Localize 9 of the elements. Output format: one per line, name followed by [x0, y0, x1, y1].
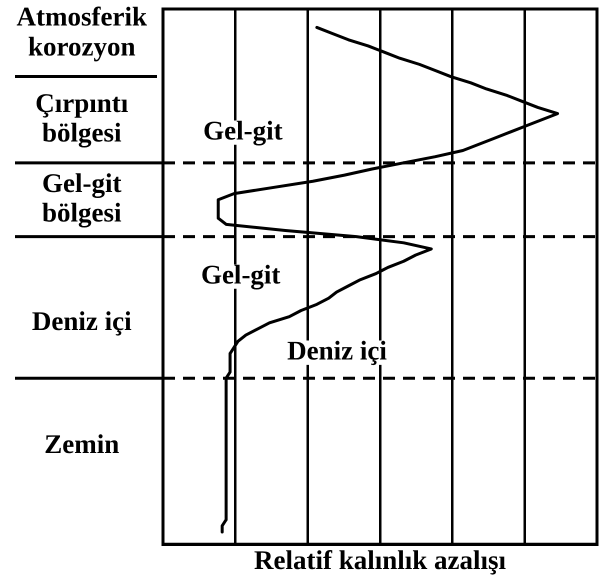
annotation: Gel-git [203, 116, 283, 146]
y-tick-label: Zemin [44, 428, 120, 459]
annotation: Gel-git [200, 260, 280, 290]
y-tick-label: Çırpıntı bölgesi [35, 88, 129, 148]
y-tick-label: Deniz içi [32, 306, 132, 336]
annotation: Deniz içi [287, 336, 388, 366]
x-axis-title: Relatif kalınlık azalışı [254, 545, 506, 576]
y-tick-label: Gel-git bölgesi [42, 168, 122, 228]
y-tick-label: Atmosferik korozyon [16, 2, 147, 62]
